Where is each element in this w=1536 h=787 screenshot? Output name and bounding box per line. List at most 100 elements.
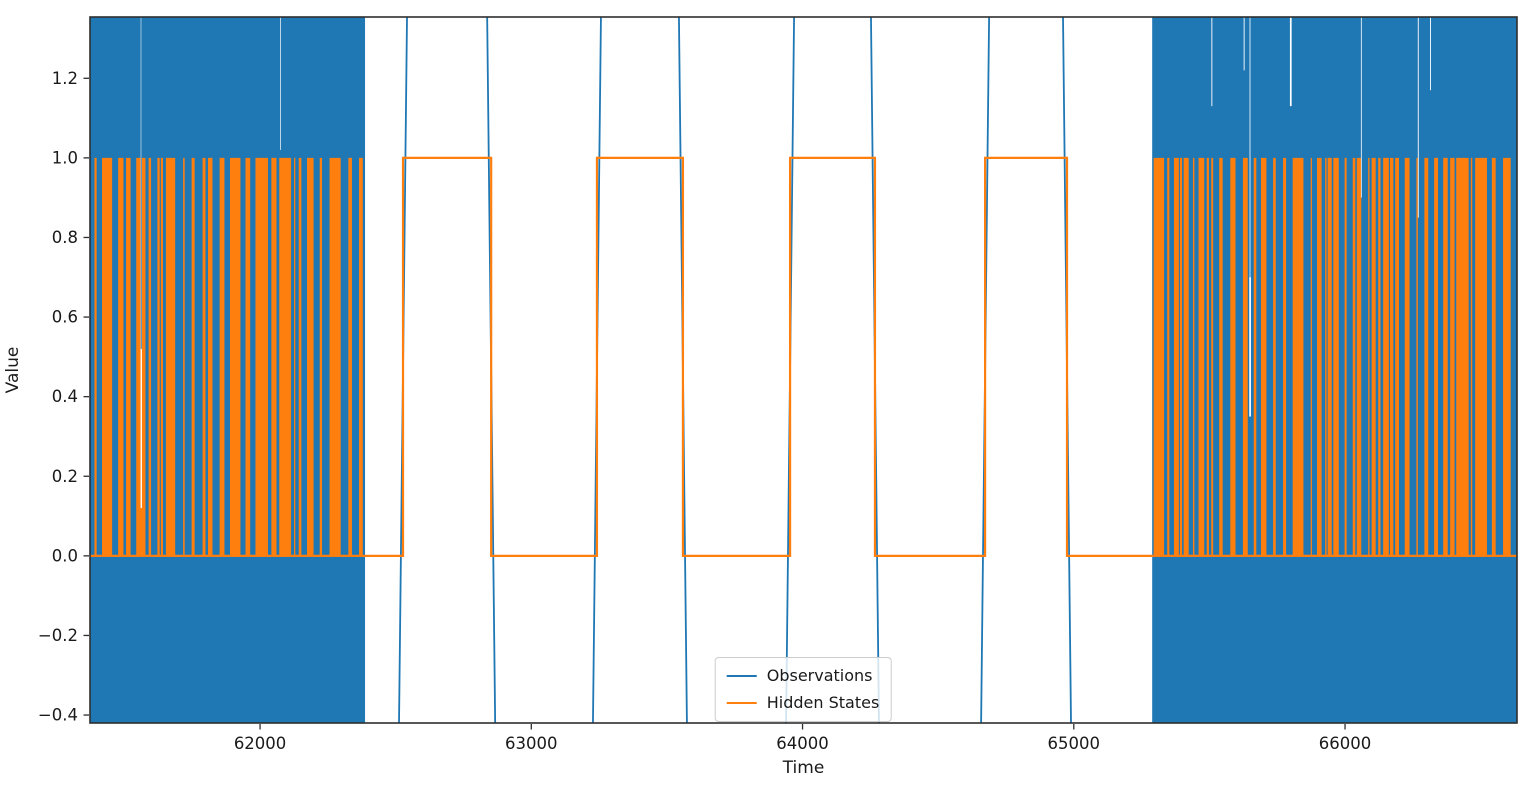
hidden-state-stripe xyxy=(1292,157,1304,556)
x-tick-label: 64000 xyxy=(776,734,829,753)
hidden-state-baseline xyxy=(90,554,366,557)
hidden-state-stripe xyxy=(1167,157,1170,556)
hidden-state-stripe xyxy=(1242,157,1248,556)
hidden-state-stripe xyxy=(126,157,131,556)
hidden-state-stripe xyxy=(329,157,341,556)
hidden-state-stripe xyxy=(1356,157,1362,556)
hidden-state-stripe xyxy=(1327,157,1332,556)
hidden-state-stripe xyxy=(1253,157,1257,556)
y-axis-ticks: −0.4 −0.2 0.0 0.2 0.4 0.6 0.8 1.0 1.2 xyxy=(38,69,89,725)
hidden-state-stripe xyxy=(1192,157,1195,556)
hidden-state-stripe xyxy=(1260,157,1267,556)
hidden-state-stripe xyxy=(1383,157,1389,556)
y-tick-label: −0.4 xyxy=(38,706,78,725)
x-tick-label: 62000 xyxy=(234,734,287,753)
legend-label: Hidden States xyxy=(766,693,880,712)
hidden-state-stripe xyxy=(1371,157,1376,556)
hidden-state-stripe xyxy=(1344,157,1347,556)
y-tick-label: 1.0 xyxy=(52,148,78,167)
dense-region-gap xyxy=(1243,17,1245,71)
hidden-state-stripe xyxy=(1206,157,1209,556)
hidden-state-stripe xyxy=(157,157,160,556)
hidden-state-stripe xyxy=(1211,157,1214,556)
hidden-state-stripe xyxy=(1395,157,1399,556)
hidden-state-stripe xyxy=(1503,157,1511,556)
hidden-state-stripe xyxy=(1333,157,1339,556)
hidden-state-stripe xyxy=(165,157,176,556)
hidden-state-stripe xyxy=(1230,157,1236,556)
hidden-state-stripe xyxy=(148,157,152,556)
legend-label: Observations xyxy=(766,666,873,685)
hidden-state-stripe xyxy=(1183,157,1189,556)
hidden-state-stripe xyxy=(1450,157,1455,556)
hidden-state-stripe xyxy=(1389,157,1394,556)
hidden-state-stripe xyxy=(1283,157,1287,556)
legend: Observations Hidden States xyxy=(714,657,892,722)
hidden-state-stripe xyxy=(358,157,363,556)
x-axis-ticks: 62000 63000 64000 65000 66000 xyxy=(234,724,1371,753)
dense-switching-regions xyxy=(90,17,1517,723)
observation-thread xyxy=(1249,17,1251,278)
hidden-state-stripe xyxy=(1378,157,1381,556)
y-tick-label: 0.6 xyxy=(52,308,78,327)
y-tick-label: 0.0 xyxy=(52,546,78,565)
y-tick-label: 1.2 xyxy=(52,69,78,88)
hidden-state-stripe xyxy=(1179,157,1183,556)
hidden-state-stripe xyxy=(1317,157,1322,556)
x-tick-label: 66000 xyxy=(1319,734,1372,753)
y-tick-label: 0.8 xyxy=(52,228,78,247)
hidden-state-stripe xyxy=(298,157,302,556)
hidden-state-stripe xyxy=(183,157,185,556)
x-tick-label: 65000 xyxy=(1048,734,1101,753)
hidden-state-stripe xyxy=(1456,157,1469,556)
hidden-state-stripe xyxy=(271,157,277,556)
hidden-states-line xyxy=(365,156,1153,557)
legend-swatch-hidden-states xyxy=(726,701,757,705)
hidden-state-stripe xyxy=(1416,157,1418,556)
hidden-state-stripe xyxy=(1404,157,1410,556)
hidden-state-stripe xyxy=(1325,157,1327,556)
hidden-state-stripe xyxy=(160,157,163,556)
hidden-state-stripe xyxy=(229,157,241,556)
hidden-state-stripe xyxy=(348,157,352,556)
hidden-state-stripe xyxy=(1470,157,1473,556)
hidden-state-stripe xyxy=(1352,157,1356,556)
hidden-state-stripe xyxy=(1153,157,1165,556)
hidden-state-stripe xyxy=(219,157,225,556)
hidden-state-stripe xyxy=(94,157,97,556)
hidden-state-stripe xyxy=(1424,157,1429,556)
hidden-state-stripe xyxy=(294,157,296,556)
legend-item: Observations xyxy=(726,666,880,686)
hidden-state-stripe xyxy=(245,157,251,556)
x-tick-label: 63000 xyxy=(505,734,558,753)
hidden-state-stripe xyxy=(1443,157,1448,556)
hidden-state-stripe xyxy=(202,157,206,556)
hidden-state-stripe xyxy=(279,157,292,556)
dense-region-gap xyxy=(280,17,281,150)
legend-item: Hidden States xyxy=(726,693,880,713)
hidden-state-stripe xyxy=(1173,157,1179,556)
observation-thread xyxy=(140,17,142,349)
hidden-state-stripe xyxy=(255,157,268,556)
hidden-state-stripe xyxy=(1368,157,1370,556)
hidden-state-baseline xyxy=(1152,554,1517,557)
hidden-state-stripe xyxy=(1434,157,1439,556)
dense-region-gap xyxy=(1289,17,1292,107)
hidden-state-stripe xyxy=(306,157,314,556)
legend-swatch-observations xyxy=(726,674,757,678)
y-axis-label: Value xyxy=(3,346,23,394)
dense-region-gap xyxy=(1430,17,1431,91)
hidden-state-stripe xyxy=(191,157,195,556)
dense-region-gap xyxy=(1211,17,1213,107)
y-tick-label: −0.2 xyxy=(38,626,78,645)
plot-area xyxy=(90,17,1517,723)
y-tick-label: 0.2 xyxy=(52,467,78,486)
y-tick-label: 0.4 xyxy=(52,387,78,406)
hidden-state-stripe xyxy=(1491,157,1496,556)
hidden-state-stripe xyxy=(102,157,113,556)
hidden-state-stripe xyxy=(1310,157,1312,556)
hidden-state-stripe xyxy=(1219,157,1223,556)
hidden-state-stripe xyxy=(1273,157,1276,556)
